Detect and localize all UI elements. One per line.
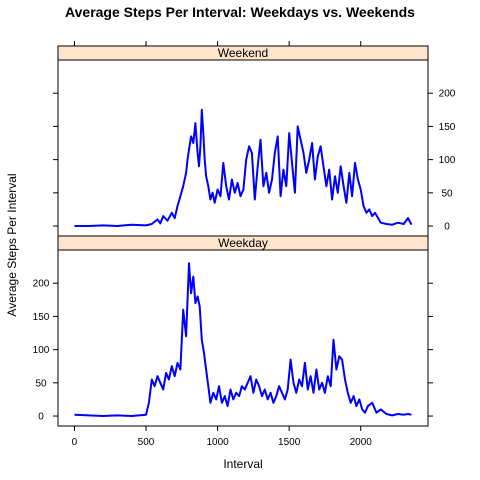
chart-title: Average Steps Per Interval: Weekdays vs.… <box>65 4 415 20</box>
x-tick-label: 500 <box>138 437 155 448</box>
series-line-weekday <box>74 262 412 417</box>
x-tick-label: 2000 <box>350 437 373 448</box>
strip-label-weekend: Weekend <box>218 46 268 60</box>
panel-frame-weekday <box>57 249 429 427</box>
strip-label-weekday: Weekday <box>218 236 268 250</box>
y-tick-label-weekend: 0 <box>444 222 450 233</box>
y-axis-label: Average Steps Per Interval <box>5 173 19 316</box>
y-tick-label-weekday: 200 <box>33 279 50 290</box>
y-tick-label-weekday: 150 <box>33 312 50 323</box>
y-tick-label-weekend: 100 <box>439 155 456 166</box>
y-tick-label-weekday: 50 <box>35 378 47 389</box>
series-line-weekend <box>74 108 413 227</box>
y-tick-label-weekend: 50 <box>441 188 453 199</box>
x-tick-label: 1500 <box>278 437 301 448</box>
y-tick-label-weekday: 100 <box>33 345 50 356</box>
y-tick-label-weekend: 200 <box>439 89 456 100</box>
x-axis-label: Interval <box>223 457 262 471</box>
y-tick-label-weekend: 150 <box>439 122 456 133</box>
x-tick-label: 1000 <box>206 437 229 448</box>
y-tick-label-weekday: 0 <box>38 412 44 423</box>
panel-frame-weekend <box>57 59 429 237</box>
x-tick-label: 0 <box>72 437 78 448</box>
